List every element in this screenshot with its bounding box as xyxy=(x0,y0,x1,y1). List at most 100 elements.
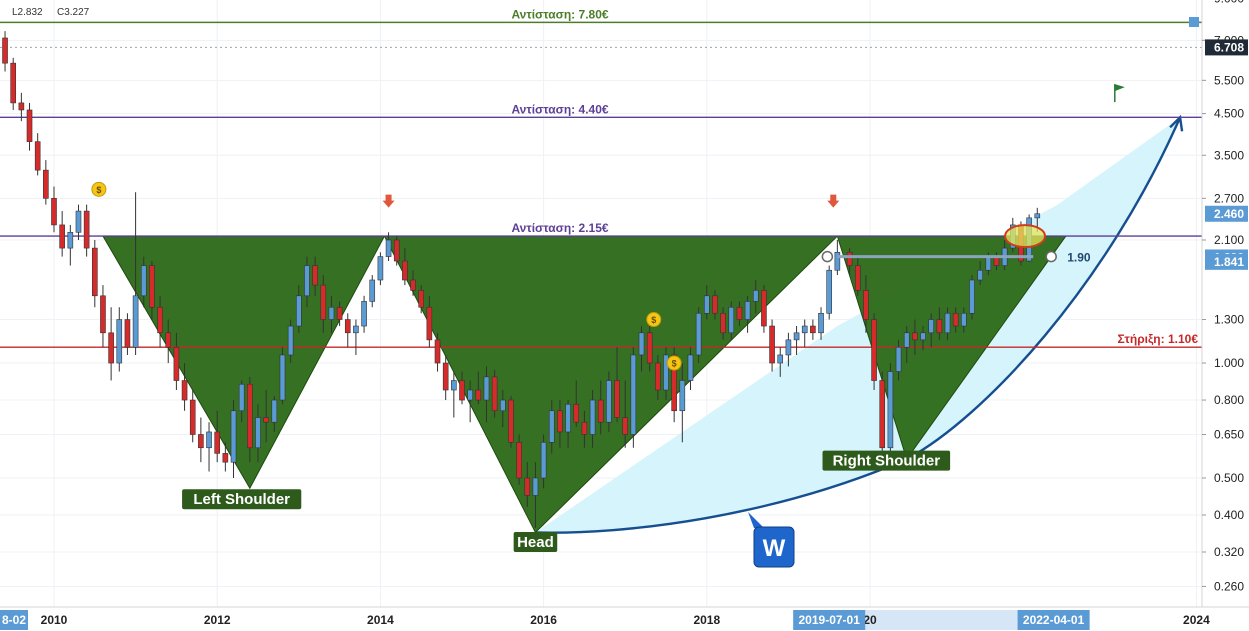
candle[interactable] xyxy=(540,434,547,489)
candle[interactable] xyxy=(936,307,943,340)
candle[interactable] xyxy=(744,295,751,333)
dividend-icon[interactable] xyxy=(666,355,682,371)
candle[interactable] xyxy=(418,285,425,314)
candle[interactable] xyxy=(736,301,743,327)
candle[interactable] xyxy=(557,400,563,448)
candle[interactable] xyxy=(969,275,975,320)
candle[interactable] xyxy=(83,204,90,257)
candle[interactable] xyxy=(846,248,853,276)
candle[interactable] xyxy=(581,410,588,448)
candle[interactable] xyxy=(214,410,220,463)
candle[interactable] xyxy=(720,307,726,340)
candle[interactable] xyxy=(777,347,784,377)
dividend-icon[interactable] xyxy=(646,312,662,328)
candle[interactable] xyxy=(75,204,82,240)
candle[interactable] xyxy=(912,319,918,355)
candle[interactable] xyxy=(263,389,269,443)
candle[interactable] xyxy=(573,380,580,428)
candle[interactable] xyxy=(516,434,522,485)
candle[interactable] xyxy=(499,389,506,428)
candle[interactable] xyxy=(589,389,596,448)
candle[interactable] xyxy=(279,347,286,405)
candle[interactable] xyxy=(459,371,465,405)
candle[interactable] xyxy=(854,256,861,296)
candle[interactable] xyxy=(646,326,653,372)
candle[interactable] xyxy=(565,400,571,448)
candle[interactable] xyxy=(287,319,294,364)
candle[interactable] xyxy=(801,319,808,348)
candle[interactable] xyxy=(508,395,514,448)
candle[interactable] xyxy=(977,261,983,286)
candle[interactable] xyxy=(871,313,877,390)
candle[interactable] xyxy=(157,295,163,348)
candle[interactable] xyxy=(361,295,367,333)
candle[interactable] xyxy=(295,285,302,333)
candle[interactable] xyxy=(92,240,98,308)
candle[interactable] xyxy=(67,224,74,266)
candle[interactable] xyxy=(483,366,490,423)
candle[interactable] xyxy=(140,256,147,308)
down-arrow-icon[interactable] xyxy=(827,194,840,208)
candle[interactable] xyxy=(108,307,114,381)
candle[interactable] xyxy=(826,265,833,320)
pattern-label[interactable]: Left Shoulder xyxy=(182,489,302,510)
candle[interactable] xyxy=(18,92,25,122)
candle[interactable] xyxy=(467,380,473,423)
candle[interactable] xyxy=(59,211,65,257)
candle[interactable] xyxy=(230,400,237,478)
candle[interactable] xyxy=(149,261,155,320)
candle[interactable] xyxy=(928,313,935,348)
candle[interactable] xyxy=(222,442,229,472)
candle[interactable] xyxy=(655,354,661,401)
candle[interactable] xyxy=(810,319,816,340)
candle[interactable] xyxy=(491,369,498,418)
candle[interactable] xyxy=(189,389,196,443)
candle[interactable] xyxy=(952,307,959,333)
candle[interactable] xyxy=(181,363,188,411)
candle[interactable] xyxy=(728,301,735,340)
measure-handle-right[interactable] xyxy=(1045,250,1057,263)
candle[interactable] xyxy=(10,57,16,110)
candle[interactable] xyxy=(638,326,645,372)
candle[interactable] xyxy=(100,285,106,348)
candle[interactable] xyxy=(165,319,172,364)
candle[interactable] xyxy=(344,313,351,348)
candle[interactable] xyxy=(712,290,718,320)
candle[interactable] xyxy=(622,380,629,448)
candle[interactable] xyxy=(606,371,612,432)
candle[interactable] xyxy=(920,326,926,351)
candle[interactable] xyxy=(903,326,910,364)
candle[interactable] xyxy=(34,133,41,176)
candle[interactable] xyxy=(785,332,792,367)
candle[interactable] xyxy=(524,462,531,507)
candle[interactable] xyxy=(895,339,902,381)
candle[interactable] xyxy=(630,347,637,448)
candle[interactable] xyxy=(548,400,555,454)
candlestick-series[interactable] xyxy=(0,22,1041,528)
candle[interactable] xyxy=(752,279,759,314)
candle[interactable] xyxy=(679,363,686,443)
candle[interactable] xyxy=(761,285,767,333)
candle[interactable] xyxy=(385,232,392,262)
candle[interactable] xyxy=(687,347,694,390)
candle[interactable] xyxy=(198,417,204,463)
candle[interactable] xyxy=(663,347,669,401)
candle[interactable] xyxy=(43,160,49,205)
candle[interactable] xyxy=(703,285,710,320)
candle[interactable] xyxy=(769,319,775,372)
candle[interactable] xyxy=(695,307,702,364)
candle[interactable] xyxy=(818,307,824,340)
candle[interactable] xyxy=(532,462,539,528)
candle[interactable] xyxy=(206,422,212,472)
candle[interactable] xyxy=(312,256,318,296)
candle[interactable] xyxy=(597,380,604,435)
candle[interactable] xyxy=(426,295,433,348)
annotations-layer[interactable]: 1.90 $ $ $ Left Shoulder Head Right Shoulder xyxy=(91,84,1125,552)
pattern-label[interactable]: Head xyxy=(513,531,558,552)
candle[interactable] xyxy=(353,319,359,355)
candle[interactable] xyxy=(442,354,449,401)
candle[interactable] xyxy=(271,395,278,432)
pattern-label[interactable]: Right Shoulder xyxy=(822,450,951,471)
down-arrow-icon[interactable] xyxy=(382,194,395,208)
flag-icon[interactable] xyxy=(1114,84,1125,103)
